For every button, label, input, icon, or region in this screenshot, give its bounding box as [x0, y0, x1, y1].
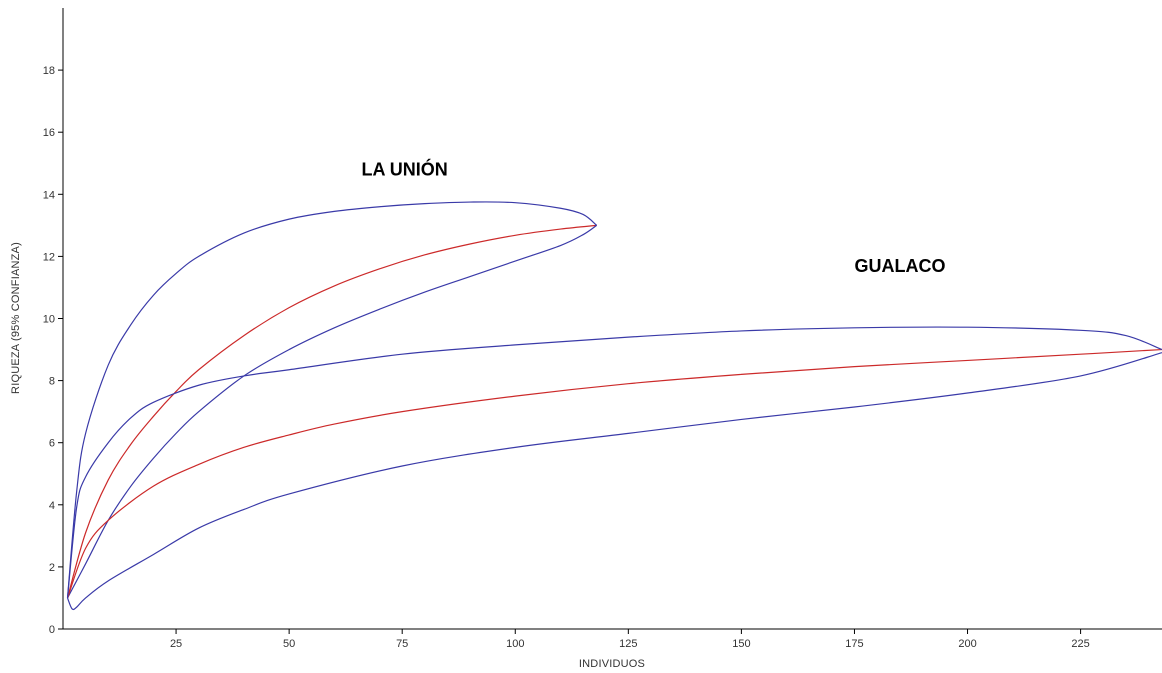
y-tick-label: 4 — [49, 500, 55, 512]
annotations: LA UNIÓN GUALACO — [361, 159, 945, 276]
series-la-uni-n-upper-95 — [66, 201, 598, 599]
y-tick-label: 16 — [43, 127, 55, 139]
y-axis-title: RIQUEZA (95% CONFIANZA) — [10, 242, 22, 394]
y-tick-label: 2 — [49, 562, 55, 574]
y-tick-label: 8 — [49, 376, 55, 388]
annotation-gualaco: GUALACO — [854, 256, 945, 276]
x-tick-label: 100 — [506, 638, 524, 650]
axis-ticks: 25 50 75 100 125 150 175 200 225 0 2 4 6 8 10 12 14 16 18 — [43, 65, 1090, 650]
series-gualaco-lower-95 — [66, 352, 1162, 611]
x-tick-label: 25 — [170, 638, 182, 650]
x-axis-title: INDIVIDUOS — [579, 658, 645, 670]
series-la-uni-n-lower-95 — [66, 224, 598, 599]
x-tick-label: 75 — [396, 638, 408, 650]
x-tick-label: 50 — [283, 638, 295, 650]
y-tick-label: 14 — [43, 189, 55, 201]
y-tick-label: 0 — [49, 624, 55, 636]
annotation-la-uni-n: LA UNIÓN — [361, 159, 447, 180]
series-gualaco-rarefaction — [66, 348, 1162, 599]
y-tick-label: 18 — [43, 65, 55, 77]
y-tick-label: 6 — [49, 438, 55, 450]
series-la-uni-n-rarefaction — [66, 224, 597, 599]
series-lines — [66, 201, 1162, 611]
y-tick-label: 10 — [43, 314, 55, 326]
x-tick-label: 200 — [958, 638, 976, 650]
y-tick-label: 12 — [43, 251, 55, 263]
x-tick-label: 150 — [732, 638, 750, 650]
series-gualaco-upper-95 — [66, 326, 1162, 599]
x-tick-label: 125 — [619, 638, 637, 650]
x-tick-label: 175 — [845, 638, 863, 650]
x-tick-label: 225 — [1071, 638, 1089, 650]
